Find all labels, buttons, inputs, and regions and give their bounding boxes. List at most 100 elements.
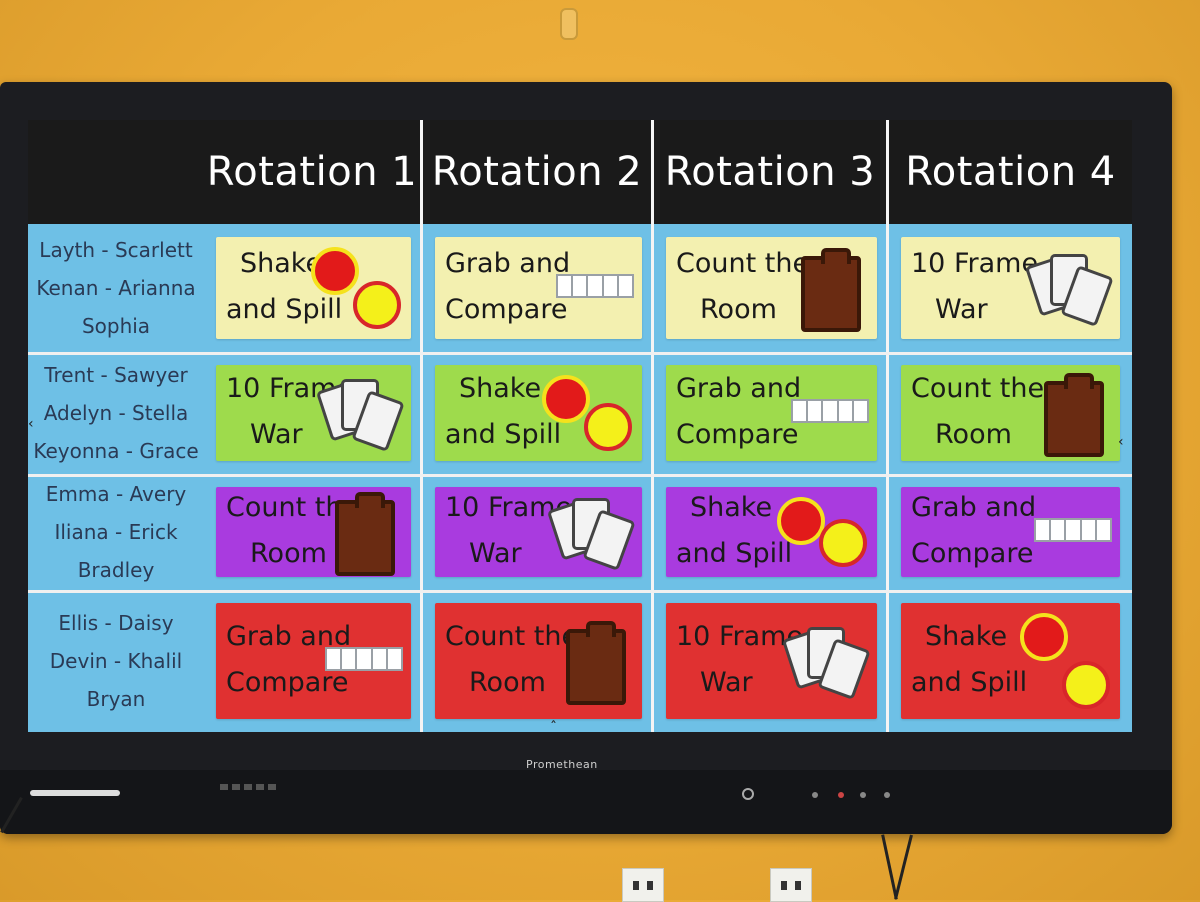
group-names: Ellis - Daisy Devin - Khalil Bryan: [28, 590, 204, 732]
clipboard-icon: [335, 492, 395, 576]
activity-title-line-2: Room: [700, 294, 777, 325]
activity-title-line-2: and Spill: [445, 419, 562, 450]
left-edge-arrow-icon[interactable]: ‹: [28, 416, 34, 432]
student-pair: Kenan - Arianna: [36, 276, 196, 300]
activity-title-line-2: Compare: [911, 538, 1034, 569]
student-pair: Iliana - Erick: [54, 520, 178, 544]
stylus-pen[interactable]: [30, 790, 120, 796]
wall-outlet: [770, 868, 812, 902]
activity-title-line-2: and Spill: [911, 667, 1028, 698]
student-pair: Bradley: [77, 558, 155, 582]
group-names: Emma - Avery Iliana - Erick Bradley: [28, 474, 204, 590]
activity-title-line-1: Grab and: [911, 492, 1037, 523]
activity-card-war: 10 Frame War: [666, 603, 877, 719]
front-ports: [220, 775, 290, 790]
row-divider: [28, 590, 1132, 593]
activity-card-grab: Grab and Compare: [435, 237, 642, 339]
activity-title-line-2: War: [700, 667, 753, 698]
header-rotation-3: Rotation 3: [664, 149, 876, 195]
activity-card-war: 10 Frame War: [435, 487, 642, 577]
activity-title-line-1: 10 Frame: [911, 248, 1039, 279]
group-names: Trent - Sawyer Adelyn - Stella Keyonna - G…: [28, 352, 204, 474]
red-chip-icon: [777, 497, 825, 545]
activity-title-line-1: Count the: [676, 248, 810, 279]
bottom-edge-arrow-icon[interactable]: ˆ: [550, 720, 557, 732]
row-divider: [28, 352, 1132, 355]
header-rotation-1: Rotation 1: [206, 149, 418, 195]
activity-title-line-2: Compare: [226, 667, 349, 698]
column-divider: [886, 120, 889, 732]
activity-title-line-2: Compare: [445, 294, 568, 325]
activity-card-shake: Shake and Spill: [666, 487, 877, 577]
yellow-chip-icon: [353, 281, 401, 329]
rotation-board: Rotation 1 Rotation 2 Rotation 3 Rotatio…: [28, 120, 1132, 732]
right-edge-arrow-icon[interactable]: ‹: [1118, 434, 1124, 450]
student-pair: Adelyn - Stella: [43, 401, 189, 425]
playing-cards-icon: [781, 621, 871, 701]
playing-cards-icon: [546, 492, 636, 572]
activity-title-line-1: Grab and: [445, 248, 571, 279]
clipboard-icon: [566, 621, 626, 705]
activity-title-line-1: Shake: [690, 492, 773, 523]
playing-cards-icon: [1024, 248, 1114, 328]
ten-frame-icon: [325, 647, 403, 671]
activity-card-grab: Grab and Compare: [216, 603, 411, 719]
column-divider: [651, 120, 654, 732]
header-rotation-4: Rotation 4: [905, 149, 1116, 195]
menu-icon[interactable]: [884, 792, 890, 798]
signal-cable: [894, 834, 913, 900]
red-chip-icon: [542, 375, 590, 423]
activity-card-count: Count the Room: [435, 603, 642, 719]
sensor-icon: [812, 792, 818, 798]
clipboard-icon: [1044, 373, 1104, 457]
activity-card-shake: Shake and Spill: [901, 603, 1120, 719]
group-names: Layth - Scarlett Kenan - Arianna Sophia: [28, 224, 204, 352]
activity-card-shake: Shake and Spill: [435, 365, 642, 461]
display-bezel-bottom: [0, 770, 1172, 834]
activity-title-line-1: Count the: [445, 621, 579, 652]
brand-logo: Promethean: [526, 758, 598, 771]
activity-title-line-2: Room: [250, 538, 327, 569]
red-chip-icon: [1020, 613, 1068, 661]
activity-title-line-2: War: [250, 419, 303, 450]
activity-card-grab: Grab and Compare: [666, 365, 877, 461]
activity-title-line-1: Count the: [911, 373, 1045, 404]
student-pair: Keyonna - Grace: [33, 439, 199, 463]
indicator-icon: [838, 792, 844, 798]
header-rotation-2: Rotation 2: [431, 149, 643, 195]
student-pair: Sophia: [81, 314, 151, 338]
yellow-chip-icon: [584, 403, 632, 451]
playing-cards-icon: [315, 373, 405, 453]
activity-title-line-2: War: [469, 538, 522, 569]
activity-title-line-1: Shake: [459, 373, 542, 404]
wall-hook: [560, 8, 578, 40]
activity-title-line-1: Shake: [240, 248, 323, 279]
activity-title-line-2: War: [935, 294, 988, 325]
activity-title-line-1: Grab and: [676, 373, 802, 404]
activity-card-count: Count the Room: [666, 237, 877, 339]
activity-title-line-1: 10 Frame: [676, 621, 804, 652]
ten-frame-icon: [1034, 518, 1112, 542]
ten-frame-icon: [791, 399, 869, 423]
activity-card-war: 10 Frame War: [901, 237, 1120, 339]
activity-title-line-1: Grab and: [226, 621, 352, 652]
wall-outlet: [622, 868, 664, 902]
activity-card-count: Count the Room: [216, 487, 411, 577]
activity-card-war: 10 Frame War: [216, 365, 411, 461]
row-divider: [28, 474, 1132, 477]
activity-card-shake: Shake and Spill: [216, 237, 411, 339]
activity-title-line-2: Room: [935, 419, 1012, 450]
activity-title-line-2: Compare: [676, 419, 799, 450]
activity-card-count: Count the Room: [901, 365, 1120, 461]
power-icon[interactable]: [742, 788, 754, 800]
volume-icon[interactable]: [860, 792, 866, 798]
student-pair: Trent - Sawyer: [44, 363, 188, 387]
ten-frame-icon: [556, 274, 634, 298]
activity-title-line-2: and Spill: [226, 294, 343, 325]
student-pair: Bryan: [86, 687, 146, 711]
yellow-chip-icon: [1062, 661, 1110, 709]
column-divider: [420, 120, 423, 732]
activity-card-grab: Grab and Compare: [901, 487, 1120, 577]
student-pair: Layth - Scarlett: [39, 238, 193, 262]
activity-title-line-1: Shake: [925, 621, 1008, 652]
